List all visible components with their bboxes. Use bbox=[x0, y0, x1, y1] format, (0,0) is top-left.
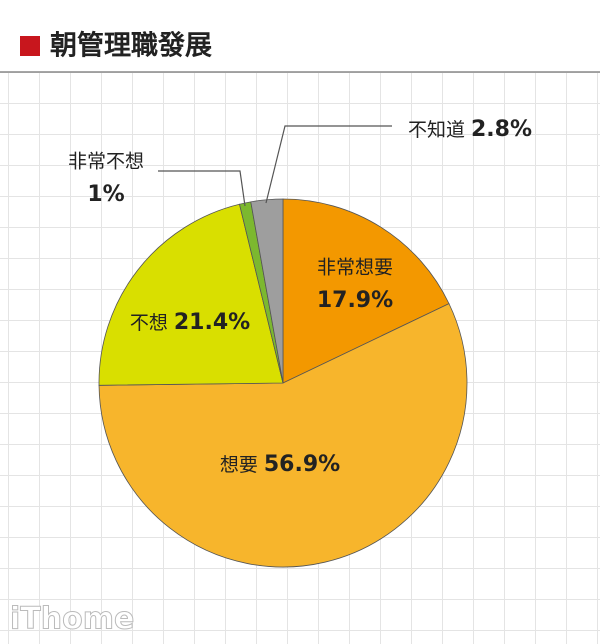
slice-label: 非常不想 bbox=[68, 151, 144, 173]
value-label: 56.9% bbox=[264, 452, 340, 477]
slice-label: 非常想要 bbox=[317, 257, 393, 279]
value-label: 1% bbox=[87, 182, 124, 207]
slice-label-group: 想要 56.9% bbox=[220, 452, 340, 477]
pie-slice bbox=[98, 303, 468, 568]
chart-title: 朝管理職發展 bbox=[50, 31, 212, 62]
slice-label: 不想 bbox=[130, 312, 168, 334]
leader-line bbox=[158, 170, 246, 207]
slice-label-group: 不知道 2.8% bbox=[408, 117, 532, 142]
value-label: 21.4% bbox=[174, 310, 250, 335]
value-label: 17.9% bbox=[317, 288, 393, 313]
value-label: 2.8% bbox=[471, 117, 532, 142]
pie-slice bbox=[98, 203, 284, 386]
title-bg bbox=[0, 0, 600, 72]
pie-slice bbox=[282, 198, 450, 384]
watermark: iThome bbox=[10, 602, 134, 637]
leader-line bbox=[265, 125, 392, 204]
slice-label-group: 不想 21.4% bbox=[130, 310, 250, 335]
title-marker bbox=[20, 36, 40, 56]
slice-label: 不知道 bbox=[408, 119, 465, 141]
slice-label: 想要 bbox=[220, 454, 258, 476]
